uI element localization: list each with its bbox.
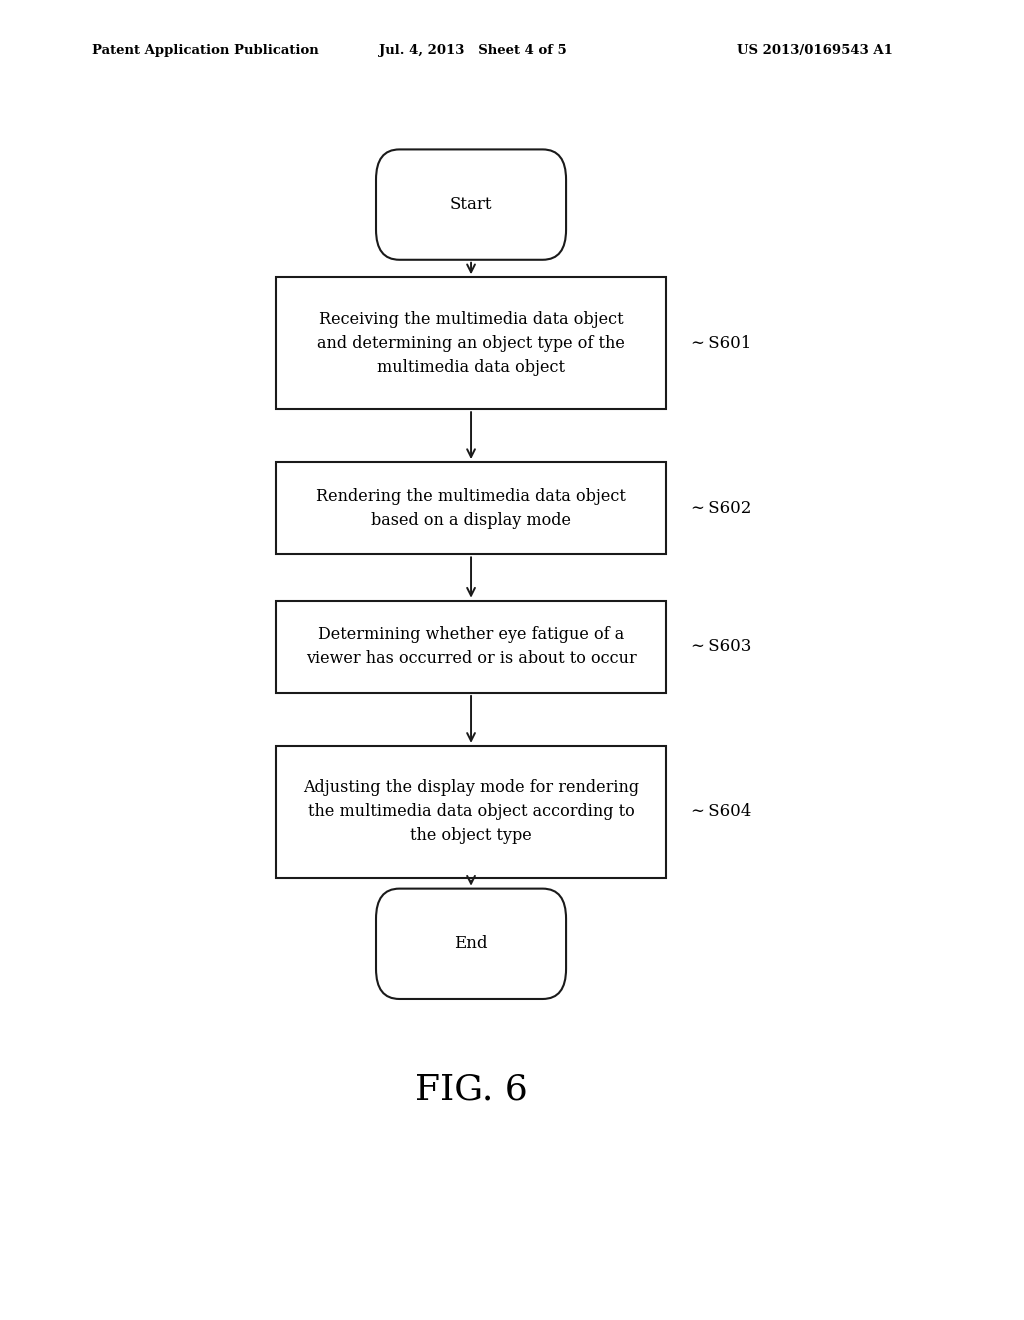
FancyBboxPatch shape <box>276 277 666 409</box>
Text: End: End <box>455 936 487 952</box>
Text: FIG. 6: FIG. 6 <box>415 1072 527 1106</box>
Text: ∼ S601: ∼ S601 <box>691 335 752 351</box>
FancyBboxPatch shape <box>276 601 666 693</box>
FancyBboxPatch shape <box>376 888 566 999</box>
Text: Rendering the multimedia data object
based on a display mode: Rendering the multimedia data object bas… <box>316 487 626 529</box>
Text: Adjusting the display mode for rendering
the multimedia data object according to: Adjusting the display mode for rendering… <box>303 779 639 845</box>
Text: US 2013/0169543 A1: US 2013/0169543 A1 <box>737 44 893 57</box>
Text: Start: Start <box>450 197 493 213</box>
Text: Jul. 4, 2013   Sheet 4 of 5: Jul. 4, 2013 Sheet 4 of 5 <box>379 44 566 57</box>
Text: Patent Application Publication: Patent Application Publication <box>92 44 318 57</box>
Text: Receiving the multimedia data object
and determining an object type of the
multi: Receiving the multimedia data object and… <box>317 310 625 376</box>
FancyBboxPatch shape <box>276 746 666 878</box>
Text: Determining whether eye fatigue of a
viewer has occurred or is about to occur: Determining whether eye fatigue of a vie… <box>306 626 636 668</box>
Text: ∼ S604: ∼ S604 <box>691 804 752 820</box>
FancyBboxPatch shape <box>276 462 666 554</box>
Text: ∼ S603: ∼ S603 <box>691 639 752 655</box>
FancyBboxPatch shape <box>376 149 566 260</box>
Text: ∼ S602: ∼ S602 <box>691 500 752 516</box>
